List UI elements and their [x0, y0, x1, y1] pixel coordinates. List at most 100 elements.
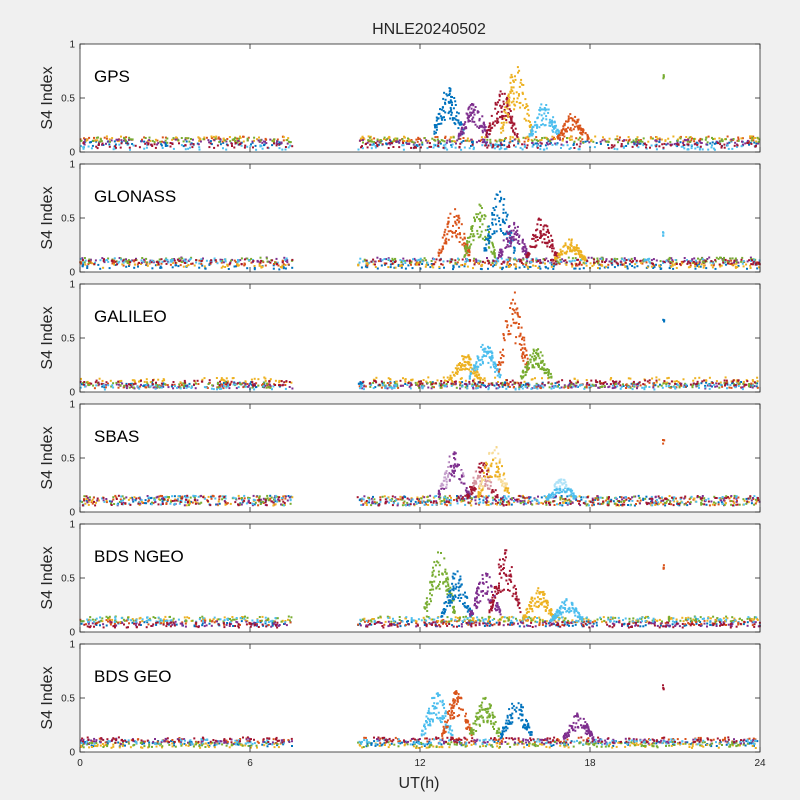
data-point: [482, 121, 485, 124]
data-point: [528, 252, 531, 255]
data-point: [82, 263, 85, 266]
data-point: [167, 386, 170, 389]
data-point: [507, 259, 509, 262]
data-point: [236, 140, 239, 143]
data-point: [712, 138, 714, 141]
data-point: [404, 262, 407, 264]
data-point: [268, 260, 270, 263]
data-point: [583, 258, 585, 260]
data-point: [234, 260, 237, 263]
data-point: [480, 138, 483, 141]
data-point: [251, 140, 254, 143]
data-point: [459, 384, 462, 387]
data-point: [480, 125, 482, 128]
data-point: [202, 138, 205, 141]
data-point: [541, 377, 543, 380]
data-point: [506, 107, 509, 110]
data-point: [461, 368, 464, 371]
data-point: [466, 249, 469, 252]
data-point: [278, 384, 280, 387]
data-point: [682, 385, 685, 388]
data-point: [91, 144, 94, 147]
data-point: [686, 140, 689, 143]
data-point: [286, 259, 289, 262]
data-point: [435, 116, 438, 119]
data-point: [504, 114, 507, 117]
data-point: [451, 101, 453, 104]
data-point: [607, 147, 610, 150]
data-point: [526, 383, 529, 386]
data-point: [528, 497, 531, 500]
data-point: [121, 263, 124, 266]
data-point: [520, 261, 523, 264]
data-point: [278, 381, 281, 384]
data-point: [513, 133, 516, 136]
data-point: [563, 386, 566, 389]
data-point: [103, 258, 105, 261]
data-point: [266, 382, 268, 385]
data-point: [513, 291, 516, 294]
data-point: [592, 263, 595, 266]
data-point: [617, 264, 619, 267]
data-point: [747, 142, 750, 145]
data-point: [734, 384, 737, 387]
data-point: [430, 381, 433, 384]
data-point: [553, 125, 556, 128]
data-point: [143, 259, 146, 262]
data-point: [565, 502, 568, 504]
data-point: [226, 502, 229, 505]
data-point: [746, 380, 749, 383]
data-point: [426, 261, 429, 264]
data-point: [517, 260, 520, 262]
data-point: [522, 136, 525, 139]
data-point: [495, 205, 498, 208]
data-point: [578, 260, 581, 263]
data-point: [416, 262, 419, 265]
data-point: [404, 383, 407, 385]
data-point: [187, 264, 190, 266]
data-point: [284, 148, 287, 151]
data-point: [209, 261, 212, 264]
data-point: [184, 144, 187, 147]
data-point: [612, 258, 615, 261]
data-point: [163, 260, 166, 263]
data-point: [510, 302, 513, 305]
data-point: [508, 230, 511, 233]
data-point: [291, 387, 294, 390]
data-point: [272, 385, 275, 388]
data-point: [382, 384, 384, 386]
data-point: [379, 496, 382, 499]
data-point: [239, 383, 242, 386]
data-point: [714, 385, 717, 388]
data-point: [198, 139, 201, 142]
data-point: [720, 256, 722, 259]
data-point: [399, 379, 402, 382]
data-point: [438, 122, 441, 125]
data-point: [104, 259, 107, 262]
data-point: [255, 386, 258, 388]
data-point: [691, 386, 694, 389]
data-point: [387, 257, 390, 260]
data-point: [224, 258, 226, 261]
data-point: [157, 142, 160, 145]
data-point: [539, 351, 542, 354]
data-point: [625, 383, 628, 386]
data-point: [736, 145, 738, 148]
data-point: [528, 133, 531, 136]
data-point: [145, 378, 148, 381]
data-point: [473, 383, 476, 386]
data-point: [580, 496, 583, 499]
data-point: [216, 144, 219, 147]
data-point: [525, 256, 528, 258]
data-point: [465, 383, 468, 386]
data-point: [528, 135, 531, 138]
data-point: [161, 147, 164, 149]
data-point: [267, 385, 270, 388]
data-point: [729, 262, 732, 265]
data-point: [720, 146, 723, 149]
data-point: [250, 143, 252, 146]
data-point: [231, 138, 234, 141]
data-point: [225, 386, 228, 389]
data-point: [82, 142, 85, 145]
data-point: [150, 496, 153, 499]
